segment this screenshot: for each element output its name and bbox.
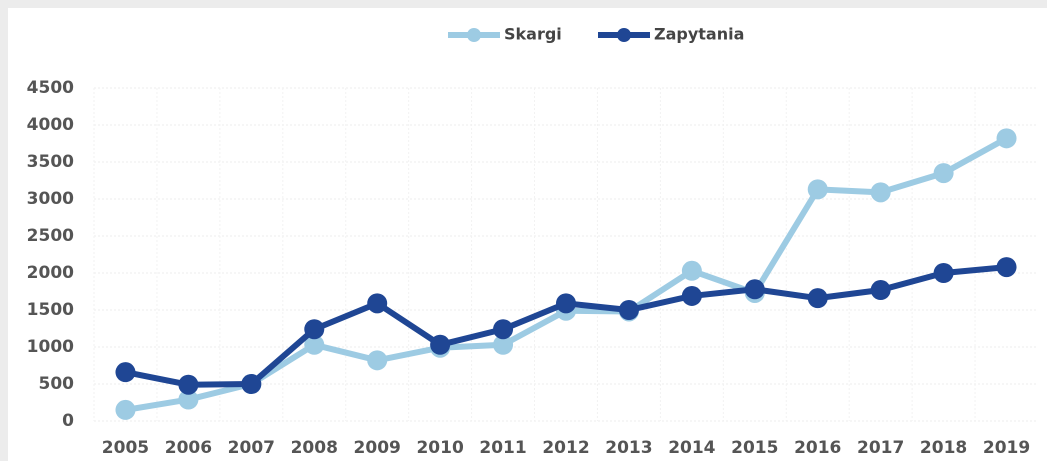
y-tick-label: 4000: [27, 115, 74, 135]
data-point: [304, 319, 325, 340]
x-tick-label: 2011: [479, 438, 526, 458]
legend-marker: [617, 28, 631, 42]
x-tick-label: 2018: [920, 438, 967, 458]
data-point: [933, 163, 954, 184]
y-tick-label: 0: [62, 411, 74, 431]
y-tick-label: 2000: [27, 263, 74, 283]
data-point: [304, 334, 325, 355]
data-point: [996, 128, 1017, 149]
y-tick-label: 3000: [27, 189, 74, 209]
y-tick-label: 4500: [27, 78, 74, 98]
chart-area: [8, 8, 1047, 461]
x-tick-label: 2005: [102, 438, 149, 458]
data-point: [618, 300, 639, 320]
data-point: [996, 257, 1017, 278]
data-point: [178, 374, 199, 395]
data-point: [744, 279, 765, 300]
x-tick-label: 2007: [228, 438, 275, 458]
x-tick-label: 2019: [983, 438, 1030, 458]
data-point: [115, 362, 136, 383]
data-point: [241, 374, 262, 394]
data-point: [870, 280, 891, 301]
x-tick-label: 2010: [416, 438, 463, 458]
x-tick-label: 2009: [354, 438, 401, 458]
x-tick-label: 2015: [731, 438, 778, 458]
data-point: [367, 293, 388, 314]
x-tick-label: 2017: [857, 438, 904, 458]
y-tick-label: 3500: [27, 152, 74, 172]
x-tick-label: 2013: [605, 438, 652, 458]
x-tick-label: 2006: [165, 438, 212, 458]
data-point: [178, 389, 199, 410]
x-tick-label: 2008: [291, 438, 338, 458]
y-tick-label: 2500: [27, 226, 74, 246]
x-tick-label: 2016: [794, 438, 841, 458]
data-point: [933, 263, 954, 283]
data-point: [681, 260, 702, 281]
legend-text: Zapytania: [654, 25, 744, 44]
y-tick-label: 1500: [27, 300, 74, 320]
data-point: [493, 334, 514, 355]
x-tick-label: 2014: [668, 438, 715, 458]
data-point: [430, 334, 451, 355]
data-point: [681, 285, 702, 306]
legend-text: Skargi: [504, 25, 562, 44]
data-point: [115, 399, 136, 420]
legend-marker: [467, 28, 481, 42]
y-tick-label: 500: [39, 374, 75, 394]
x-tick-label: 2012: [542, 438, 589, 458]
data-point: [807, 179, 828, 200]
data-point: [367, 350, 388, 371]
data-point: [556, 293, 576, 314]
data-point: [493, 319, 514, 340]
data-point: [807, 288, 828, 309]
y-tick-label: 1000: [27, 337, 74, 357]
data-point: [870, 182, 891, 203]
